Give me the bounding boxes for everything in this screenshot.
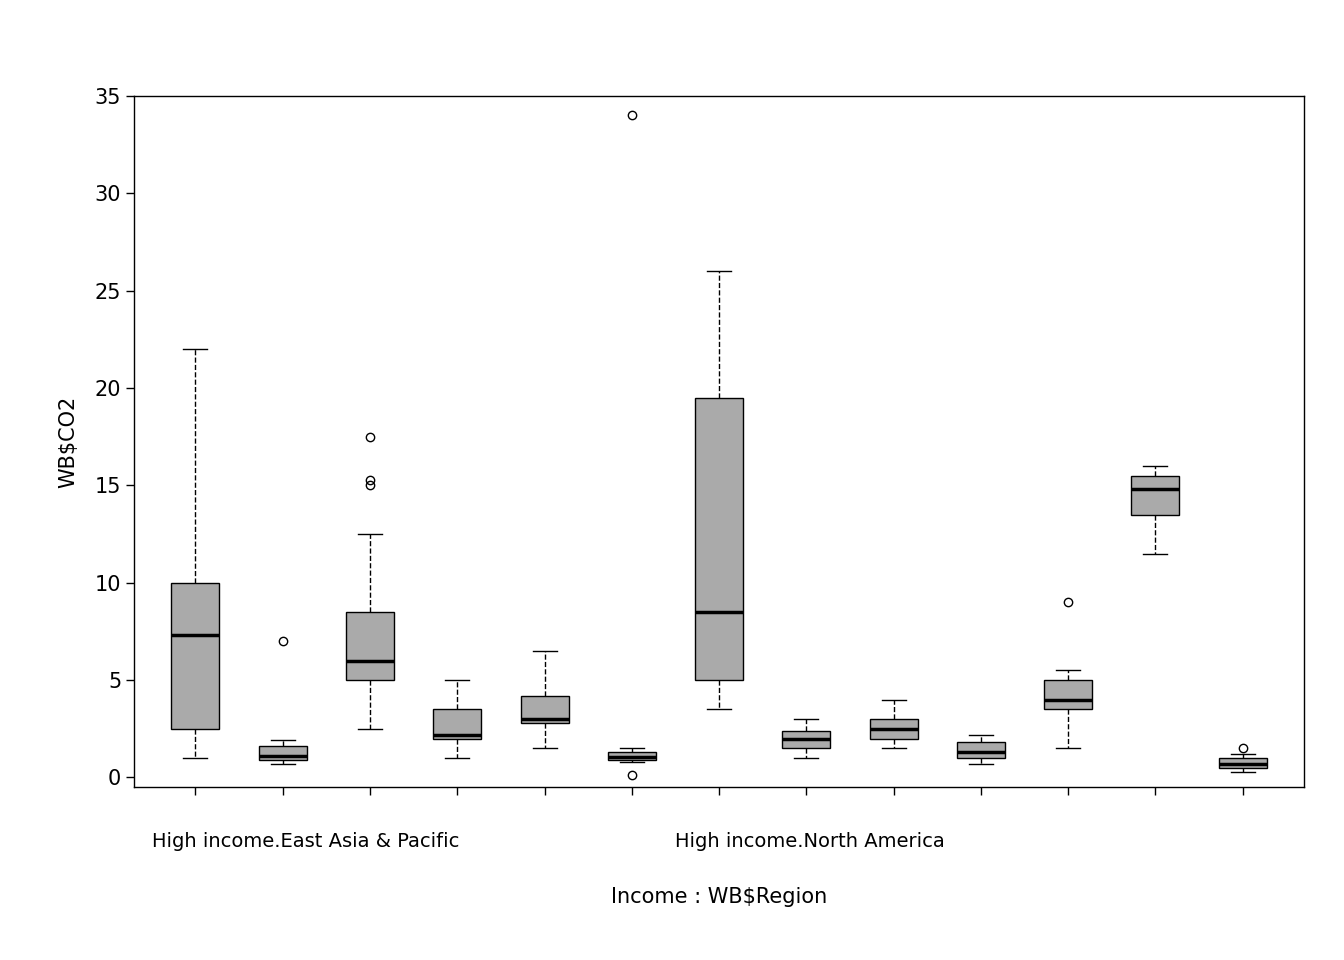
Bar bbox=[172, 583, 219, 729]
Bar bbox=[1219, 758, 1266, 768]
Bar bbox=[957, 742, 1005, 758]
Bar bbox=[520, 696, 569, 723]
Bar bbox=[695, 397, 743, 680]
Y-axis label: WB$CO2: WB$CO2 bbox=[58, 396, 78, 488]
Bar bbox=[259, 746, 306, 760]
Bar bbox=[1132, 475, 1179, 515]
Bar bbox=[433, 709, 481, 738]
Bar bbox=[782, 731, 831, 748]
Text: Income : WB$Region: Income : WB$Region bbox=[612, 887, 827, 907]
Bar bbox=[607, 752, 656, 760]
Bar bbox=[345, 612, 394, 680]
Bar bbox=[870, 719, 918, 738]
Text: High income.East Asia & Pacific: High income.East Asia & Pacific bbox=[152, 832, 460, 852]
Text: High income.North America: High income.North America bbox=[676, 832, 945, 852]
Bar bbox=[1044, 680, 1093, 709]
